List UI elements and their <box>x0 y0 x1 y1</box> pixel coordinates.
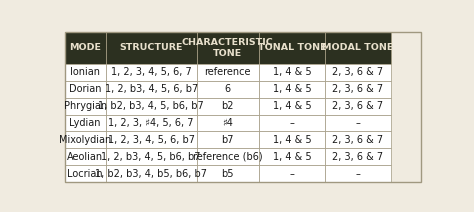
Text: CHARACTERISTIC
TONE: CHARACTERISTIC TONE <box>182 38 273 58</box>
Text: 1, 2, b3, 4, 5, 6, b7: 1, 2, b3, 4, 5, 6, b7 <box>105 84 198 94</box>
Text: b7: b7 <box>221 135 234 145</box>
Bar <box>197 114 259 131</box>
Text: 1, 2, 3, 4, 5, 6, b7: 1, 2, 3, 4, 5, 6, b7 <box>108 135 195 145</box>
Text: 1, 4 & 5: 1, 4 & 5 <box>273 101 311 111</box>
Bar <box>65 32 106 64</box>
Text: 1, 2, b3, 4, 5, b6, b7: 1, 2, b3, 4, 5, b6, b7 <box>101 152 201 162</box>
Bar <box>106 64 197 81</box>
Text: 2, 3, 6 & 7: 2, 3, 6 & 7 <box>332 84 383 94</box>
Bar <box>259 148 325 165</box>
Bar <box>325 64 391 81</box>
Bar <box>325 165 391 182</box>
Bar <box>325 98 391 114</box>
Bar <box>259 114 325 131</box>
Text: 1, 2, 3, ♯4, 5, 6, 7: 1, 2, 3, ♯4, 5, 6, 7 <box>109 118 194 128</box>
Text: MODE: MODE <box>69 43 101 52</box>
Bar <box>65 114 106 131</box>
Text: Phrygian: Phrygian <box>64 101 107 111</box>
Text: Aeolian: Aeolian <box>67 152 103 162</box>
Bar <box>106 165 197 182</box>
Text: 1, 4 & 5: 1, 4 & 5 <box>273 152 311 162</box>
Text: b5: b5 <box>221 169 234 179</box>
Text: Lydian: Lydian <box>70 118 101 128</box>
Bar <box>325 32 391 64</box>
Bar <box>106 131 197 148</box>
Bar <box>106 148 197 165</box>
Bar <box>259 131 325 148</box>
Text: –: – <box>290 169 294 179</box>
Text: 2, 3, 6 & 7: 2, 3, 6 & 7 <box>332 101 383 111</box>
Bar <box>106 98 197 114</box>
Bar <box>259 81 325 98</box>
Text: Locrian: Locrian <box>67 169 103 179</box>
Text: b2: b2 <box>221 101 234 111</box>
Bar <box>65 81 106 98</box>
Text: reference (b6): reference (b6) <box>193 152 263 162</box>
Bar <box>197 148 259 165</box>
Bar <box>325 81 391 98</box>
Bar <box>259 64 325 81</box>
Text: 1, b2, b3, 4, b5, b6, b7: 1, b2, b3, 4, b5, b6, b7 <box>95 169 207 179</box>
Bar <box>197 165 259 182</box>
Text: 2, 3, 6 & 7: 2, 3, 6 & 7 <box>332 152 383 162</box>
Bar <box>65 64 106 81</box>
Text: reference: reference <box>204 67 251 77</box>
Text: 6: 6 <box>225 84 231 94</box>
Text: Ionian: Ionian <box>70 67 100 77</box>
Text: Mixolydian: Mixolydian <box>59 135 111 145</box>
Bar <box>197 131 259 148</box>
Text: –: – <box>290 118 294 128</box>
Bar <box>106 32 197 64</box>
Text: –: – <box>356 169 360 179</box>
Text: 1, b2, b3, 4, 5, b6, b7: 1, b2, b3, 4, 5, b6, b7 <box>98 101 204 111</box>
Bar <box>65 148 106 165</box>
Text: Dorian: Dorian <box>69 84 101 94</box>
Bar <box>106 81 197 98</box>
Text: 2, 3, 6 & 7: 2, 3, 6 & 7 <box>332 135 383 145</box>
Bar <box>197 81 259 98</box>
Bar <box>325 114 391 131</box>
Bar <box>106 114 197 131</box>
Bar <box>65 98 106 114</box>
Bar <box>259 165 325 182</box>
Text: 2, 3, 6 & 7: 2, 3, 6 & 7 <box>332 67 383 77</box>
Bar <box>197 64 259 81</box>
Text: TONAL TONE: TONAL TONE <box>257 43 326 52</box>
Text: 1, 4 & 5: 1, 4 & 5 <box>273 67 311 77</box>
Bar <box>259 32 325 64</box>
Bar <box>65 131 106 148</box>
Bar <box>197 98 259 114</box>
Text: ♯4: ♯4 <box>222 118 233 128</box>
Bar <box>325 148 391 165</box>
Bar <box>325 131 391 148</box>
Text: –: – <box>356 118 360 128</box>
Bar <box>197 32 259 64</box>
Text: STRUCTURE: STRUCTURE <box>119 43 183 52</box>
Text: MODAL TONE: MODAL TONE <box>322 43 393 52</box>
Text: 1, 4 & 5: 1, 4 & 5 <box>273 84 311 94</box>
Bar <box>259 98 325 114</box>
Text: 1, 2, 3, 4, 5, 6, 7: 1, 2, 3, 4, 5, 6, 7 <box>111 67 191 77</box>
Bar <box>65 165 106 182</box>
Text: 1, 4 & 5: 1, 4 & 5 <box>273 135 311 145</box>
